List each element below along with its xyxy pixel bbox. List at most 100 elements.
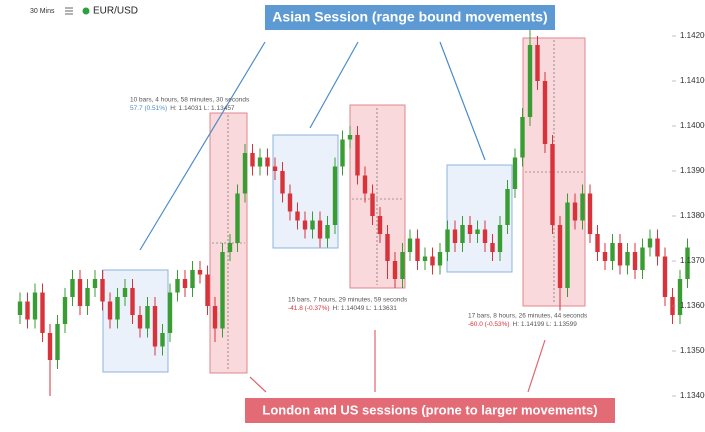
candle-body xyxy=(385,234,390,261)
y-tick-label: 1.13600 xyxy=(680,301,705,310)
candle-body xyxy=(257,157,263,167)
measure-change-value: -60.0 (-0.53%) xyxy=(468,321,510,328)
candle-body xyxy=(602,252,608,261)
candle-body xyxy=(460,225,465,243)
candle-body xyxy=(205,274,210,306)
candle-body xyxy=(197,270,203,275)
candle-body xyxy=(55,324,60,360)
menu-icon[interactable] xyxy=(65,7,73,15)
london-box xyxy=(349,104,406,289)
candle-body xyxy=(482,229,488,243)
candle-body xyxy=(685,247,690,279)
asian-annotation: Asian Session (range bound movements) xyxy=(272,9,547,25)
asian-box xyxy=(102,269,169,373)
candle-body xyxy=(152,306,158,347)
candle-body xyxy=(145,306,150,329)
candle-body xyxy=(100,279,105,302)
measure-duration: 17 bars, 8 hours, 26 minutes, 44 seconds xyxy=(468,313,588,320)
candle-body xyxy=(115,297,120,320)
candle-body xyxy=(415,238,420,261)
y-tick-label: 1.13500 xyxy=(680,346,705,355)
candle-body xyxy=(280,171,285,194)
measure-duration: 10 bars, 4 hours, 58 minutes, 30 seconds xyxy=(130,97,250,104)
candle-body xyxy=(295,211,300,221)
candle-body xyxy=(227,243,233,252)
candle-body xyxy=(182,279,188,288)
candle-body xyxy=(122,288,128,297)
candle-body xyxy=(370,193,375,216)
london-label-box xyxy=(245,398,615,423)
measure-change-value: -41.8 (-0.37%) xyxy=(288,305,330,312)
candle-body xyxy=(437,252,443,266)
candle-body xyxy=(160,333,165,347)
candle-body xyxy=(640,247,645,270)
candle-body xyxy=(512,157,518,189)
candle-body xyxy=(542,81,548,144)
price-axis: 1.14200 1.14100 1.14000 1.13900 1.13800 1.137… xyxy=(672,31,705,400)
candle-body xyxy=(587,193,593,234)
candle-body xyxy=(625,252,630,266)
candle-body xyxy=(595,234,600,252)
candle-body xyxy=(662,256,668,297)
measure-range: H: 1.14049 L: 1.13631 xyxy=(333,305,398,312)
candle-body xyxy=(167,292,173,333)
y-tick-label: 1.13700 xyxy=(680,256,705,265)
candle-body xyxy=(242,153,248,194)
candle-body xyxy=(47,333,53,360)
candle-body xyxy=(617,243,623,266)
candle-body xyxy=(310,220,315,230)
candle-body xyxy=(287,193,293,212)
candle-body xyxy=(340,139,345,167)
measure-change: 57.7 (0.51%) H: 1.14031 L: 1.13457 xyxy=(130,105,235,112)
candle-body xyxy=(220,252,225,329)
candle-body xyxy=(40,292,45,333)
header: 30 Mins EUR/USD xyxy=(30,6,138,17)
measure-range: H: 1.14031 L: 1.13457 xyxy=(170,105,235,112)
symbol: EUR/USD xyxy=(93,6,138,17)
candle-body xyxy=(452,229,458,243)
candle-body xyxy=(377,216,383,234)
candle-body xyxy=(647,238,653,248)
candle-body xyxy=(445,229,450,252)
y-tick-label: 1.14000 xyxy=(680,121,705,130)
candle-body xyxy=(62,297,68,324)
candle-body xyxy=(572,202,578,221)
candle-body xyxy=(632,252,638,270)
status-dot xyxy=(82,7,90,15)
candle-body xyxy=(347,135,353,140)
candle-body xyxy=(505,189,510,225)
candle-body xyxy=(565,202,570,288)
measurements: 10 bars, 4 hours, 58 minutes, 30 seconds… xyxy=(130,97,588,328)
candle-body xyxy=(235,193,240,243)
candle-body xyxy=(655,238,660,257)
candle-body xyxy=(497,225,503,252)
measure-change: -41.8 (-0.37%) H: 1.14049 L: 1.13631 xyxy=(288,305,397,312)
asian-box xyxy=(446,164,513,273)
measure-range: H: 1.14199 L: 1.13599 xyxy=(513,321,578,328)
candle-body xyxy=(317,220,323,239)
candle-body xyxy=(107,301,113,320)
measure-change-value: 57.7 (0.51%) xyxy=(130,105,167,112)
y-tick-label: 1.14200 xyxy=(680,31,705,40)
candle-body xyxy=(520,117,525,158)
candle-body xyxy=(535,45,540,81)
y-tick-label: 1.13900 xyxy=(680,166,705,175)
candle-body xyxy=(332,166,338,225)
candle-body xyxy=(407,238,413,252)
candle-body xyxy=(32,292,38,320)
candle-body xyxy=(212,306,218,329)
measure-duration: 15 bars, 7 hours, 29 minutes, 59 seconds xyxy=(288,297,408,304)
candle-body xyxy=(557,225,563,288)
candle-body xyxy=(355,135,360,176)
pointers xyxy=(139,41,546,393)
asian-label-box xyxy=(265,5,555,30)
candle-body xyxy=(302,220,308,230)
timeframe: 30 Mins xyxy=(30,8,55,15)
candle-body xyxy=(130,288,135,315)
candle-body xyxy=(175,279,180,293)
candle-body xyxy=(85,288,90,306)
candle-body xyxy=(580,193,585,221)
candle-body xyxy=(325,225,330,239)
candle-body xyxy=(610,243,615,261)
